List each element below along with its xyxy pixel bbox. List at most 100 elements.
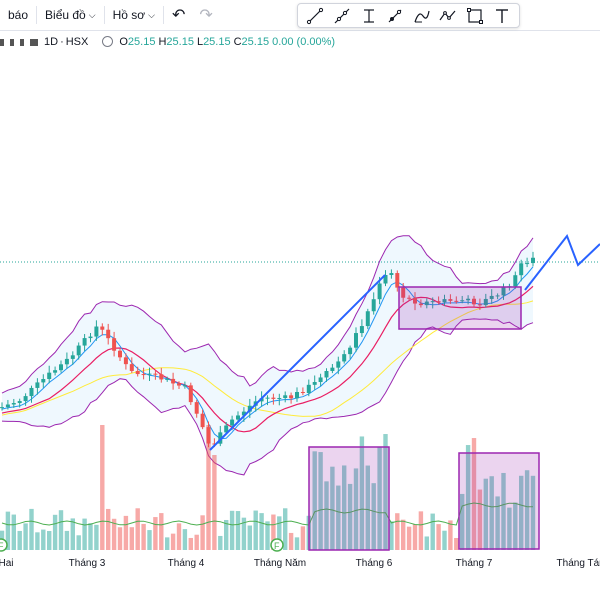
consolidation-box-drawing[interactable] <box>398 286 522 330</box>
candle-body <box>495 295 500 297</box>
candle-body <box>5 404 10 408</box>
symbol-name-masked <box>0 38 4 46</box>
volume-box-drawing-2[interactable] <box>458 452 540 550</box>
high-value: 25.15 <box>166 36 194 48</box>
candle <box>336 356 341 375</box>
candle <box>383 270 388 287</box>
volume-bar <box>448 520 453 550</box>
candle <box>519 259 524 282</box>
volume-bar <box>406 526 412 550</box>
volume-bar <box>11 514 16 550</box>
volume-bar <box>377 446 382 550</box>
candle <box>324 368 329 382</box>
candle-body <box>171 378 176 384</box>
candle-body <box>306 384 311 394</box>
volume-bar <box>176 523 182 550</box>
volume-bar <box>100 425 105 550</box>
candle-body <box>41 379 46 383</box>
toolbar-divider <box>103 6 105 24</box>
volume-bar <box>442 530 447 550</box>
candle <box>29 385 34 403</box>
candle-body <box>348 347 353 355</box>
candle-body <box>59 364 63 371</box>
price-range-icon[interactable] <box>358 5 380 27</box>
time-axis[interactable]: Hai Tháng 3 Tháng 4 Tháng Năm Tháng 6 Th… <box>0 554 600 600</box>
candle <box>141 367 146 380</box>
pen-brush-icon[interactable] <box>384 5 406 27</box>
profile-menu-button[interactable]: Hồ sơ ⌵ <box>105 0 163 30</box>
timeframe-label[interactable]: 1D <box>44 36 59 48</box>
volume-bar <box>76 535 81 550</box>
candle-body <box>230 419 235 426</box>
chart-menu-button[interactable]: Biểu đồ ⌵ <box>37 0 104 30</box>
candle-body <box>241 411 246 416</box>
volume-bar <box>324 481 329 550</box>
curve-icon[interactable] <box>411 5 433 27</box>
event-marker[interactable]: F <box>270 538 284 552</box>
redo-icon: ↷ <box>199 7 213 24</box>
candle <box>318 373 323 387</box>
low-value: 25.15 <box>203 36 231 48</box>
alerts-button[interactable]: báo <box>0 0 36 30</box>
candle <box>472 295 476 307</box>
market-status-icon[interactable] <box>102 36 114 47</box>
volume-bar <box>159 513 164 550</box>
candle-body <box>218 432 223 444</box>
candle <box>218 425 223 447</box>
volume-bar <box>153 517 158 550</box>
chevron-down-icon: ⌵ <box>148 9 155 20</box>
candle <box>348 345 353 359</box>
volume-bar <box>401 519 406 550</box>
candle <box>395 270 400 292</box>
volume-bar <box>342 465 347 550</box>
candle-body <box>70 355 75 359</box>
volume-bar <box>117 527 123 550</box>
candle-body <box>100 326 105 330</box>
path-icon[interactable] <box>437 5 459 27</box>
volume-bar <box>206 425 211 550</box>
candle-body <box>418 303 423 306</box>
candle <box>354 327 358 353</box>
candle <box>47 365 52 384</box>
candle <box>206 421 211 448</box>
candle <box>489 289 494 304</box>
volume-bar <box>495 496 500 550</box>
candle-body <box>23 396 28 402</box>
volume-bar <box>454 537 459 550</box>
volume-bar <box>224 519 229 550</box>
volume-bar <box>247 525 252 550</box>
candle-body <box>371 299 376 312</box>
volume-box-drawing-1[interactable] <box>308 446 390 551</box>
candle <box>159 367 164 383</box>
volume-bar <box>300 526 306 550</box>
volume-bar <box>123 515 129 550</box>
volume-bar <box>507 507 512 550</box>
candle <box>70 351 75 365</box>
text-icon[interactable] <box>491 5 513 27</box>
volume-bar <box>253 510 258 550</box>
ray-line-icon[interactable] <box>331 5 353 27</box>
rectangle-icon[interactable] <box>464 5 486 27</box>
trend-line-icon[interactable] <box>304 5 326 27</box>
volume-bar <box>29 508 34 550</box>
candle <box>495 293 500 300</box>
candle <box>525 257 530 268</box>
candle-body <box>513 275 518 287</box>
volume-bar <box>418 511 424 550</box>
candle-body <box>153 373 158 375</box>
candle-body <box>247 405 252 412</box>
volume-bar <box>371 483 376 550</box>
change-value: 0.00 (0.00%) <box>272 36 336 48</box>
undo-icon[interactable]: ↶ <box>171 7 186 24</box>
candle-body <box>336 361 341 368</box>
candle-body <box>312 382 317 385</box>
candle-body <box>106 329 111 339</box>
candle-body <box>483 298 488 306</box>
event-marker[interactable]: F <box>0 538 8 552</box>
bollinger-band-fill <box>2 235 533 475</box>
candle-body <box>289 395 294 399</box>
candle-body <box>194 402 199 414</box>
candle <box>477 298 482 310</box>
bollinger-upper-band <box>1 235 534 394</box>
